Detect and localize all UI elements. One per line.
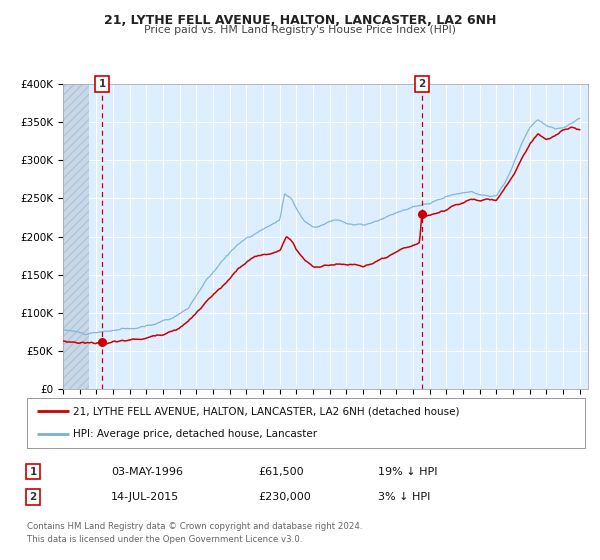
Text: 3% ↓ HPI: 3% ↓ HPI bbox=[378, 492, 430, 502]
Text: 1: 1 bbox=[98, 79, 106, 89]
Text: Price paid vs. HM Land Registry's House Price Index (HPI): Price paid vs. HM Land Registry's House … bbox=[144, 25, 456, 35]
Text: 03-MAY-1996: 03-MAY-1996 bbox=[111, 466, 183, 477]
Text: 1: 1 bbox=[29, 466, 37, 477]
Text: 21, LYTHE FELL AVENUE, HALTON, LANCASTER, LA2 6NH (detached house): 21, LYTHE FELL AVENUE, HALTON, LANCASTER… bbox=[73, 406, 460, 416]
Text: 19% ↓ HPI: 19% ↓ HPI bbox=[378, 466, 437, 477]
Text: 14-JUL-2015: 14-JUL-2015 bbox=[111, 492, 179, 502]
Text: 21, LYTHE FELL AVENUE, HALTON, LANCASTER, LA2 6NH: 21, LYTHE FELL AVENUE, HALTON, LANCASTER… bbox=[104, 14, 496, 27]
Text: £230,000: £230,000 bbox=[258, 492, 311, 502]
Text: 2: 2 bbox=[29, 492, 37, 502]
Text: 2: 2 bbox=[418, 79, 425, 89]
Text: HPI: Average price, detached house, Lancaster: HPI: Average price, detached house, Lanc… bbox=[73, 430, 317, 440]
Text: Contains HM Land Registry data © Crown copyright and database right 2024.: Contains HM Land Registry data © Crown c… bbox=[27, 522, 362, 531]
Text: This data is licensed under the Open Government Licence v3.0.: This data is licensed under the Open Gov… bbox=[27, 535, 302, 544]
Bar bbox=[63, 84, 89, 389]
Text: £61,500: £61,500 bbox=[258, 466, 304, 477]
